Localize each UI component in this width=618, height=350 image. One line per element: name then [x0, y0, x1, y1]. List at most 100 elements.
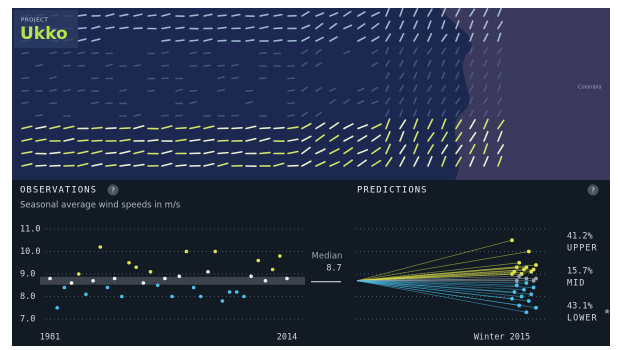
forecast-point [520, 295, 524, 299]
median-label: Median [312, 252, 343, 262]
y-tick-label: 8.0 [20, 292, 35, 302]
wind-stroke [246, 40, 254, 41]
wind-stroke [218, 153, 228, 154]
observations-subtitle: Seasonal average wind speeds in m/s [20, 201, 181, 211]
observation-point [278, 254, 282, 258]
forecast-point [522, 268, 526, 272]
x-tick-label: 1981 [40, 333, 60, 343]
wind-stroke [232, 128, 242, 129]
forecast-point [517, 274, 521, 278]
forecast-point [517, 261, 521, 265]
forecast-point [522, 288, 526, 292]
y-tick-label: 10.0 [20, 247, 40, 257]
wind-stroke [120, 128, 130, 129]
observation-point [113, 277, 117, 281]
wind-stroke [260, 78, 266, 79]
x-tick-label: 2014 [277, 333, 297, 343]
observation-point [77, 272, 81, 276]
wind-stroke [176, 115, 182, 116]
wind-stroke [176, 40, 184, 41]
wind-stroke [232, 115, 238, 116]
y-tick-label: 11.0 [20, 225, 40, 235]
observation-point [192, 286, 196, 290]
wind-stroke [148, 15, 156, 16]
observation-point [264, 279, 268, 283]
observation-point [156, 283, 160, 287]
forecast-point [510, 238, 514, 242]
place-label: Colombia [578, 85, 602, 91]
forecast-point [529, 270, 533, 274]
wind-stroke [162, 115, 168, 116]
forecast-point [527, 250, 531, 254]
wind-stroke [260, 53, 266, 54]
observation-point [235, 290, 239, 294]
wind-stroke [134, 65, 140, 66]
observation-point [285, 277, 289, 281]
observation-point [149, 270, 153, 274]
wind-stroke [22, 53, 28, 54]
observation-point [70, 281, 74, 285]
y-tick-label: 7.0 [20, 315, 35, 325]
help-glyph[interactable]: ? [591, 187, 595, 195]
wind-stroke [148, 140, 158, 141]
wind-stroke [288, 90, 294, 91]
observation-point [170, 295, 174, 299]
forecast-point [529, 292, 533, 296]
wind-stroke [106, 128, 116, 129]
wind-stroke [78, 52, 84, 53]
wind-stroke [260, 128, 270, 129]
observation-point [55, 306, 59, 310]
y-tick-label: 9.0 [20, 270, 35, 280]
logo-kicker: PROJECT [21, 18, 48, 24]
observation-point [249, 274, 253, 278]
observation-point [213, 250, 217, 254]
star-icon[interactable]: ★ [604, 304, 611, 317]
forecast-point [534, 306, 538, 310]
forecast-point [515, 265, 519, 269]
observation-point [221, 299, 225, 303]
wind-stroke [36, 165, 46, 166]
wind-stroke [218, 15, 226, 16]
wind-stroke [50, 152, 60, 153]
observation-point [98, 245, 102, 249]
observation-point [63, 286, 67, 290]
observation-point [48, 277, 52, 281]
wind-stroke [92, 53, 98, 54]
median-value: 8.7 [326, 264, 341, 274]
group-name: UPPER [567, 244, 598, 254]
observation-point [84, 292, 88, 296]
predictions-title: PREDICTIONS [357, 186, 428, 196]
observation-point [242, 295, 246, 299]
observation-point [91, 279, 95, 283]
share-label: 41.2% [567, 232, 593, 242]
observation-point [177, 274, 181, 278]
observation-point [142, 281, 146, 285]
observation-point [127, 261, 131, 265]
wind-stroke [288, 115, 294, 116]
wind-stroke [64, 65, 70, 66]
wind-stroke [78, 90, 84, 91]
forecast-point [532, 286, 536, 290]
wind-stroke [274, 128, 284, 129]
wind-stroke [218, 65, 224, 66]
observation-point [256, 259, 260, 263]
group-name: LOWER [567, 314, 598, 324]
observation-point [228, 290, 232, 294]
observation-point [206, 270, 210, 274]
forecast-point [525, 277, 529, 281]
observation-point [271, 268, 275, 272]
wind-stroke [106, 153, 116, 154]
wind-stroke [50, 103, 56, 104]
wind-stroke [204, 53, 210, 54]
wind-stroke [274, 40, 282, 41]
help-glyph[interactable]: ? [111, 187, 115, 195]
observation-point [134, 265, 138, 269]
wind-stroke [36, 65, 42, 66]
wind-stroke [190, 15, 198, 16]
wind-stroke [260, 153, 270, 154]
wind-stroke [162, 65, 168, 66]
logo-name: Ukko [20, 24, 68, 44]
observation-point [120, 295, 124, 299]
group-name: MID [567, 279, 585, 289]
